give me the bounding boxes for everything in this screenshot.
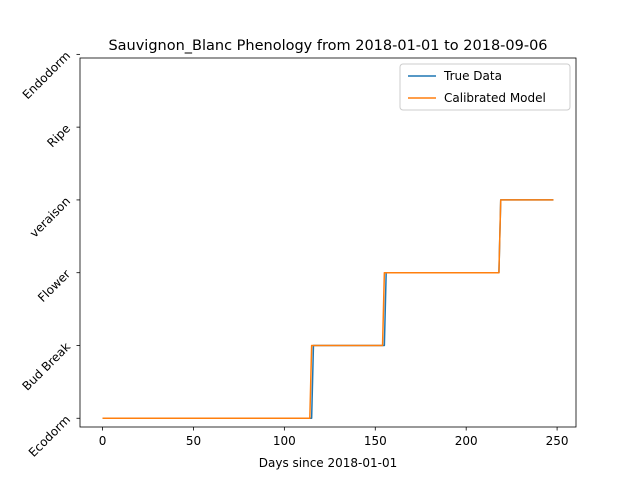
legend: True Data Calibrated Model [399, 63, 571, 111]
legend-label-1: Calibrated Model [444, 91, 546, 105]
x-tick-label: 250 [546, 434, 569, 448]
series-line-1 [102, 199, 554, 420]
legend-label-0: True Data [443, 69, 502, 83]
plot-frame [79, 57, 577, 428]
y-tick-label: Bud Break [19, 340, 73, 394]
legend-box [399, 63, 571, 111]
x-tick-label: 50 [186, 434, 201, 448]
x-tick-label: 150 [364, 434, 387, 448]
y-tick-label: veraison [27, 194, 73, 240]
y-tick-label: Ecodorm [26, 412, 73, 459]
y-tick-label: Flower [35, 267, 73, 305]
x-tick-label: 200 [455, 434, 478, 448]
x-tick-label: 100 [273, 434, 296, 448]
y-tick-label: Ripe [44, 121, 73, 150]
x-tick-label: 0 [99, 434, 107, 448]
chart-title: Sauvignon_Blanc Phenology from 2018-01-0… [108, 38, 547, 54]
plot-area [102, 199, 554, 420]
x-axis-label: Days since 2018-01-01 [259, 456, 398, 470]
series-line-0 [102, 199, 554, 420]
y-tick-label: Endodorm [20, 49, 73, 102]
